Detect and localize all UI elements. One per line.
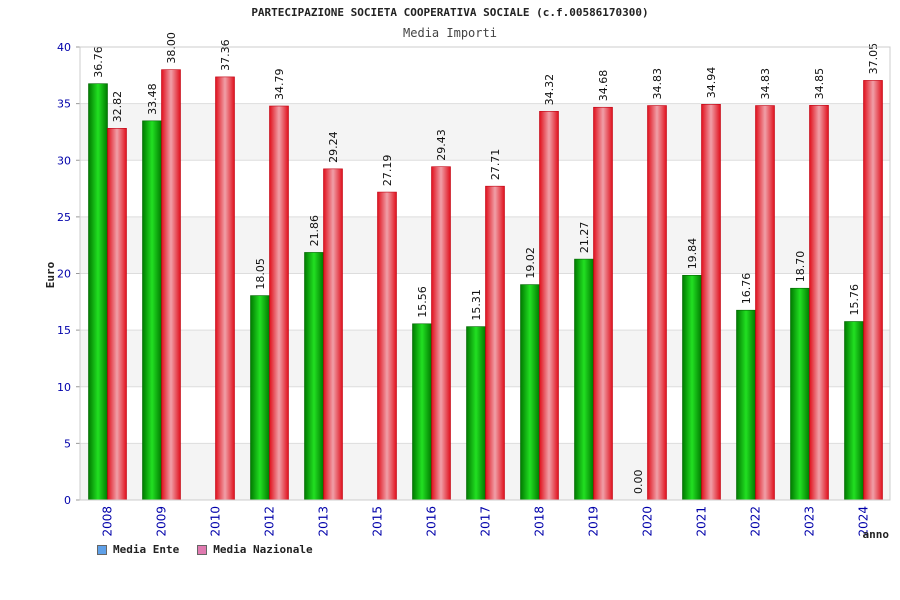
- data-label-media-nazionale: 34.32: [543, 74, 556, 106]
- bar-media-nazionale: [485, 185, 505, 501]
- chart-title: PARTECIPAZIONE SOCIETA COOPERATIVA SOCIA…: [251, 6, 649, 19]
- data-label-media-nazionale: 37.05: [867, 43, 880, 75]
- data-label-media-ente: 16.76: [740, 273, 753, 305]
- data-label-media-ente: 36.76: [92, 46, 105, 78]
- bar-media-nazionale: [215, 76, 235, 501]
- plot-band: [80, 47, 890, 104]
- x-tick-label: 2010: [209, 506, 223, 537]
- x-tick-label: 2021: [695, 506, 709, 537]
- data-label-media-ente: 15.76: [848, 284, 861, 316]
- legend-label-nazionale: Media Nazionale: [213, 543, 313, 556]
- x-tick-label: 2009: [155, 506, 169, 537]
- bar-media-nazionale: [269, 105, 289, 501]
- x-tick-label: 2015: [371, 506, 385, 537]
- data-label-media-nazionale: 38.00: [165, 32, 178, 64]
- chart-subtitle: Media Importi: [403, 26, 497, 40]
- bar-media-nazionale: [701, 104, 721, 501]
- bar-media-ente: [304, 252, 324, 501]
- x-tick-label: 2023: [803, 506, 817, 537]
- bar-media-nazionale: [107, 128, 127, 501]
- data-label-media-nazionale: 34.68: [597, 70, 610, 102]
- bar-media-nazionale: [161, 69, 181, 501]
- y-tick-label: 35: [57, 98, 71, 111]
- data-label-media-nazionale: 27.71: [489, 149, 502, 181]
- data-label-media-ente: 15.31: [470, 289, 483, 321]
- y-tick-label: 0: [64, 494, 71, 507]
- plot-band: [80, 103, 890, 161]
- bar-media-ente: [736, 309, 756, 501]
- y-tick-label: 10: [57, 381, 71, 394]
- bar-media-nazionale: [593, 106, 613, 501]
- x-tick-label: 2022: [749, 506, 763, 537]
- data-label-media-nazionale: 34.83: [759, 68, 772, 100]
- bar-media-nazionale: [377, 191, 397, 501]
- data-label-media-nazionale: 27.19: [381, 155, 394, 187]
- x-tick-label: 2018: [533, 506, 547, 537]
- legend-label-ente: Media Ente: [113, 543, 180, 556]
- data-label-media-ente: 33.48: [146, 83, 159, 115]
- data-label-media-ente: 21.27: [578, 222, 591, 254]
- data-label-media-nazionale: 34.94: [705, 67, 718, 99]
- x-tick-label: 2008: [101, 506, 115, 537]
- data-label-media-nazionale: 34.83: [651, 68, 664, 100]
- bar-media-nazionale: [539, 111, 559, 501]
- y-tick-label: 5: [64, 437, 71, 450]
- y-tick-label: 15: [57, 324, 71, 337]
- data-label-media-ente: 15.56: [416, 286, 429, 318]
- legend-swatch-ente: [97, 544, 107, 555]
- data-label-media-nazionale: 34.85: [813, 68, 826, 100]
- x-tick-label: 2016: [425, 506, 439, 537]
- data-label-media-ente: 18.05: [254, 258, 267, 290]
- legend: Media Ente Media Nazionale: [97, 543, 313, 556]
- data-label-media-ente: 0.00: [632, 470, 645, 495]
- bar-media-nazionale: [431, 166, 451, 501]
- y-tick-label: 25: [57, 211, 71, 224]
- legend-item-nazionale: Media Nazionale: [197, 543, 313, 556]
- plot-band: [80, 216, 890, 274]
- x-axis-label: anno: [863, 528, 890, 541]
- bar-media-ente: [412, 323, 432, 501]
- data-label-media-nazionale: 37.36: [219, 39, 232, 71]
- bar-media-ente: [682, 275, 702, 501]
- data-label-media-ente: 21.86: [308, 215, 321, 247]
- y-tick-label: 20: [57, 268, 71, 281]
- data-label-media-ente: 19.02: [524, 247, 537, 279]
- bar-media-ente: [142, 120, 162, 501]
- legend-item-ente: Media Ente: [97, 543, 179, 556]
- bar-media-nazionale: [863, 80, 883, 501]
- y-axis-label: Euro: [44, 261, 57, 288]
- data-label-media-ente: 18.70: [794, 251, 807, 283]
- x-tick-label: 2024: [857, 506, 871, 537]
- bar-media-ente: [250, 295, 270, 501]
- x-tick-label: 2017: [479, 506, 493, 537]
- data-label-media-nazionale: 32.82: [111, 91, 124, 123]
- bar-media-ente: [88, 83, 108, 501]
- x-tick-label: 2020: [641, 506, 655, 537]
- bar-media-ente: [574, 258, 594, 501]
- x-tick-label: 2013: [317, 506, 331, 537]
- data-label-media-nazionale: 34.79: [273, 69, 286, 101]
- y-tick-label: 40: [57, 41, 71, 54]
- data-label-media-ente: 19.84: [686, 238, 699, 270]
- bar-media-ente: [466, 326, 486, 501]
- bar-media-nazionale: [647, 105, 667, 501]
- bar-media-ente: [790, 287, 810, 501]
- bar-media-nazionale: [809, 105, 829, 501]
- y-tick-label: 30: [57, 154, 71, 167]
- bar-media-ente: [844, 321, 864, 501]
- legend-swatch-nazionale: [197, 544, 208, 555]
- bar-media-ente: [520, 284, 540, 501]
- plot-frame: [79, 46, 891, 501]
- plot-band: [80, 160, 890, 217]
- bar-media-nazionale: [755, 105, 775, 501]
- bar-media-nazionale: [323, 168, 343, 501]
- x-tick-label: 2019: [587, 506, 601, 537]
- data-label-media-nazionale: 29.24: [327, 131, 340, 163]
- x-tick-label: 2012: [263, 506, 277, 537]
- data-label-media-nazionale: 29.43: [435, 129, 448, 161]
